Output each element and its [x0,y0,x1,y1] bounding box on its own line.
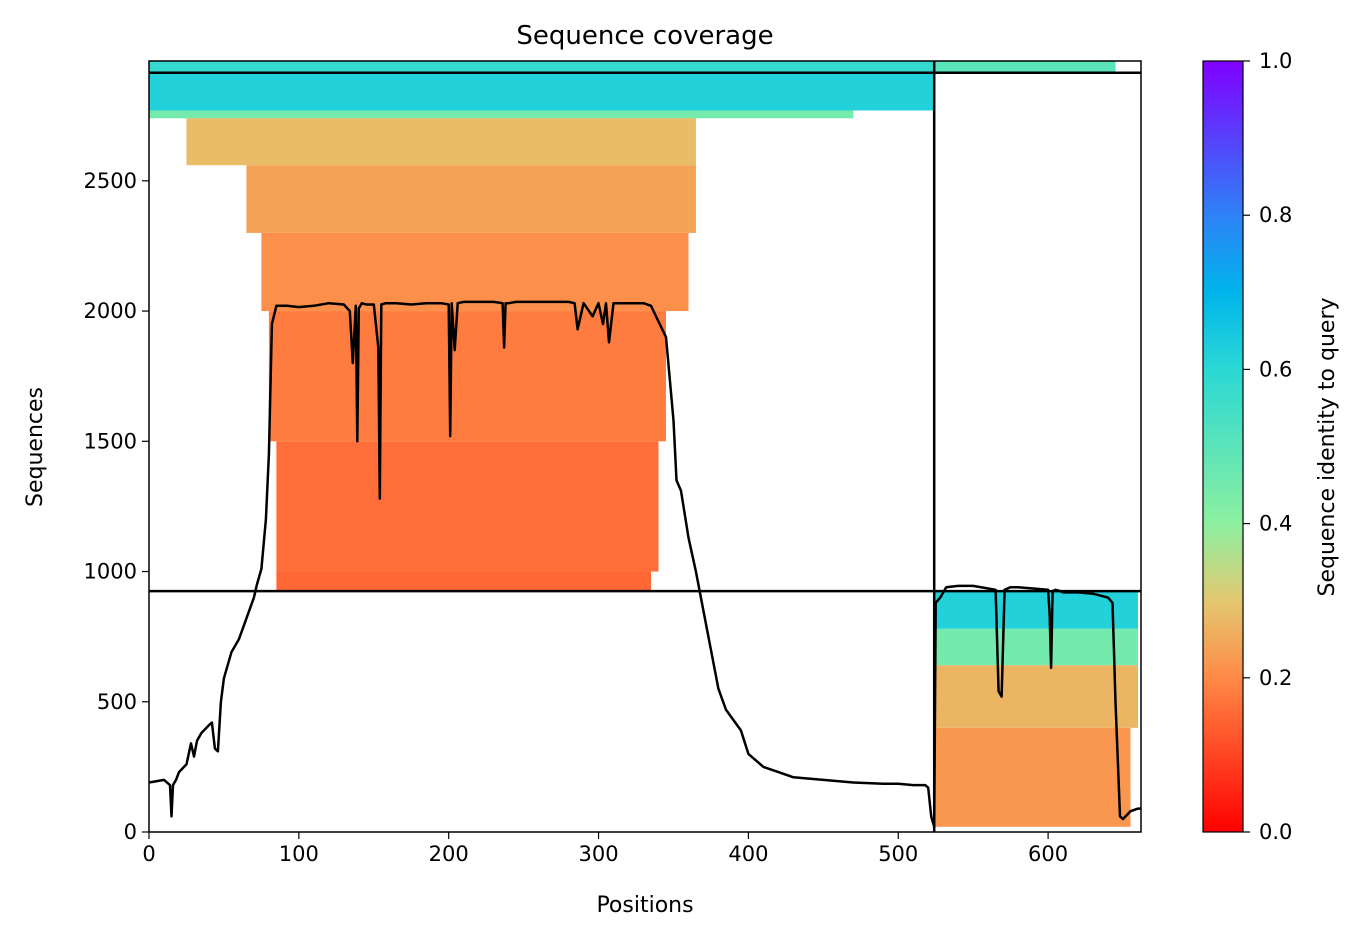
coverage-block [276,571,651,592]
x-tick-label: 600 [1028,842,1068,866]
colorbar-ticks: 0.0 0.2 0.4 0.6 0.8 1.0 [1243,49,1292,844]
x-tick-label: 400 [728,842,768,866]
colorbar-tick-label: 0.8 [1259,203,1292,227]
coverage-block [934,628,1139,666]
coverage-block [149,72,935,111]
x-axis-label: Positions [596,893,693,918]
colorbar [1202,60,1244,833]
x-tick-label: 200 [429,842,469,866]
coverage-block [149,61,935,73]
colorbar-tick-label: 1.0 [1259,49,1292,73]
coverage-block [934,665,1139,728]
coverage-heatmap [149,61,1139,827]
colorbar-tick-label: 0.0 [1259,820,1292,844]
coverage-block [934,727,1131,827]
y-axis: 0 500 1000 1500 2000 2500 [84,169,149,844]
chart-title: Sequence coverage [516,21,773,51]
coverage-block [261,232,689,312]
y-tick-label: 1500 [84,429,137,453]
y-tick-label: 1000 [84,560,137,584]
coverage-block [276,441,659,572]
coverage-block [149,110,854,119]
coverage-block [186,118,696,166]
coverage-line [149,300,1141,829]
x-tick-label: 300 [578,842,618,866]
x-tick-label: 500 [878,842,918,866]
coverage-block [934,61,1116,73]
y-tick-label: 500 [97,690,137,714]
y-tick-label: 2500 [84,169,137,193]
y-axis-label: Sequences [23,387,48,507]
colorbar-tick-label: 0.2 [1259,666,1292,690]
x-tick-label: 0 [142,842,155,866]
plot-frame [148,60,1142,833]
coverage-line-group [149,300,1141,829]
x-tick-label: 100 [279,842,319,866]
y-tick-label: 2000 [84,299,137,323]
y-tick-label: 0 [124,820,137,844]
colorbar-tick-label: 0.6 [1259,357,1292,381]
coverage-block [246,165,696,233]
colorbar-tick-label: 0.4 [1259,512,1292,536]
coverage-block [268,311,666,442]
colorbar-label: Sequence identity to query [1315,297,1340,596]
x-axis: 0 100 200 300 400 500 600 [142,832,1068,866]
